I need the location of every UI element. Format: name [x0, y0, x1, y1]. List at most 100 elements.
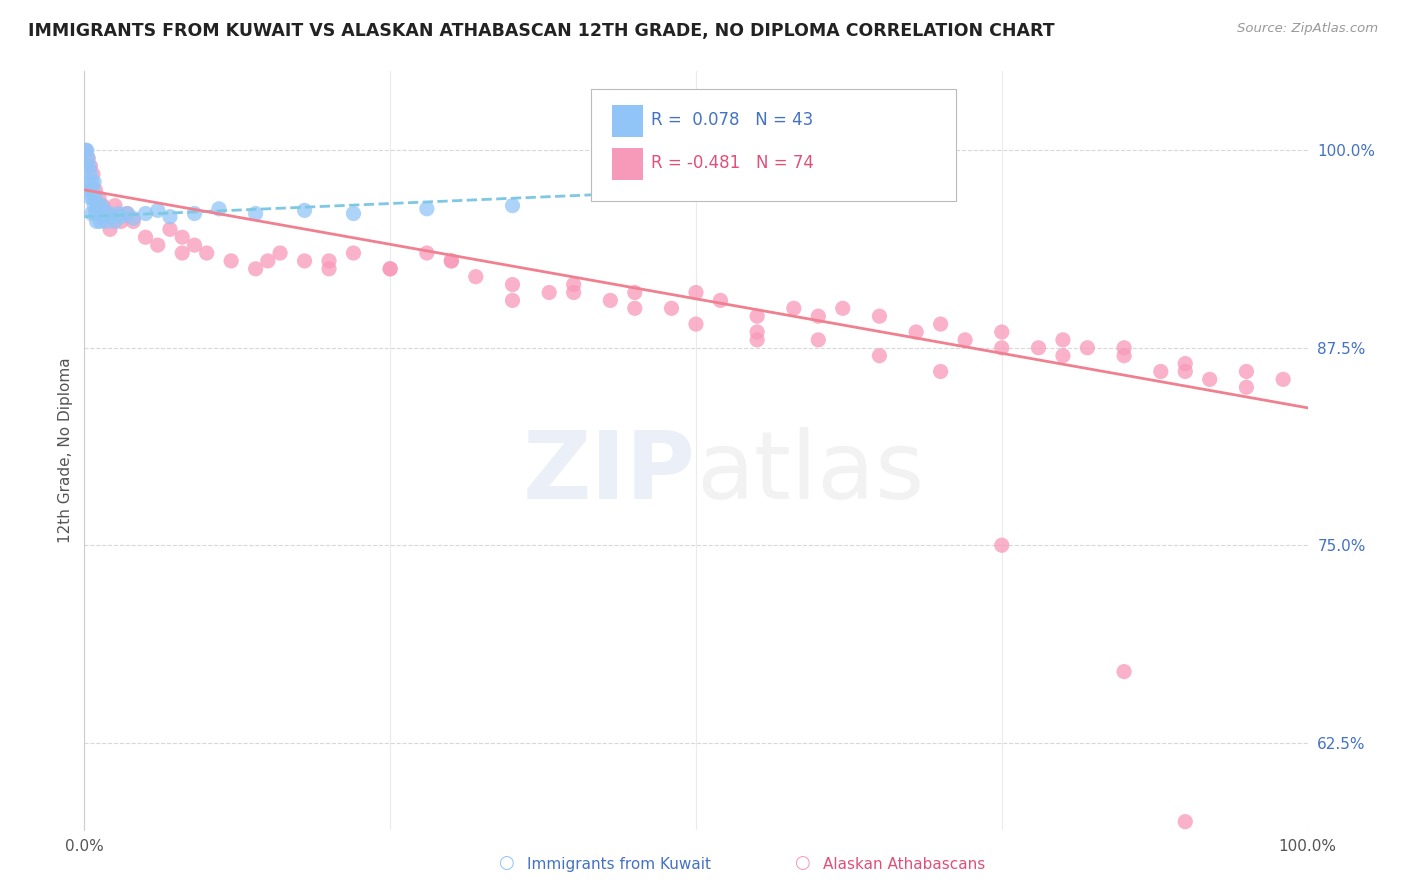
Point — [79, 167, 101, 181]
Point — [1236, 364, 1258, 378]
Point — [82, 167, 104, 181]
Point — [1174, 814, 1197, 829]
Point — [342, 206, 364, 220]
Point — [1076, 341, 1098, 355]
Point — [84, 183, 107, 197]
Point — [77, 151, 100, 165]
Point — [219, 253, 242, 268]
Point — [97, 206, 120, 220]
Point — [502, 199, 524, 213]
Point — [135, 206, 157, 220]
Point — [87, 206, 110, 220]
Point — [1114, 665, 1136, 679]
Text: ○: ○ — [793, 855, 810, 872]
Point — [75, 144, 97, 158]
Point — [87, 199, 110, 213]
Point — [135, 230, 157, 244]
Point — [318, 253, 340, 268]
Text: ZIP: ZIP — [523, 427, 696, 519]
Point — [599, 293, 621, 308]
Point — [1114, 341, 1136, 355]
Point — [159, 210, 181, 224]
Point — [104, 214, 127, 228]
Point — [991, 325, 1014, 339]
Point — [318, 261, 340, 276]
Point — [93, 203, 115, 218]
Point — [440, 253, 463, 268]
Point — [183, 206, 205, 220]
Point — [104, 199, 127, 213]
Point — [783, 301, 806, 316]
Point — [77, 159, 100, 173]
Point — [502, 277, 524, 292]
Point — [685, 285, 707, 300]
Point — [208, 202, 231, 216]
Point — [89, 214, 111, 228]
Point — [122, 211, 145, 226]
Point — [380, 261, 402, 276]
Point — [294, 203, 316, 218]
Point — [502, 293, 524, 308]
Point — [245, 261, 267, 276]
Text: Immigrants from Kuwait: Immigrants from Kuwait — [527, 857, 711, 872]
Point — [416, 202, 439, 216]
Point — [79, 159, 101, 173]
Point — [685, 317, 707, 331]
Point — [624, 285, 647, 300]
Point — [807, 333, 830, 347]
Point — [538, 285, 561, 300]
Point — [82, 183, 104, 197]
Point — [269, 246, 291, 260]
Text: atlas: atlas — [696, 427, 924, 519]
Point — [76, 159, 98, 173]
Point — [991, 538, 1014, 552]
Point — [96, 206, 118, 220]
Point — [98, 222, 121, 236]
Point — [87, 191, 110, 205]
Point — [159, 222, 181, 236]
Point — [80, 175, 103, 189]
Text: R = -0.481   N = 74: R = -0.481 N = 74 — [651, 154, 814, 172]
Point — [1150, 364, 1173, 378]
Point — [257, 253, 280, 268]
Point — [624, 301, 647, 316]
Point — [1174, 357, 1197, 371]
Point — [146, 203, 169, 218]
Text: IMMIGRANTS FROM KUWAIT VS ALASKAN ATHABASCAN 12TH GRADE, NO DIPLOMA CORRELATION : IMMIGRANTS FROM KUWAIT VS ALASKAN ATHABA… — [28, 22, 1054, 40]
Point — [79, 191, 101, 205]
Point — [807, 309, 830, 323]
Point — [195, 246, 218, 260]
Point — [91, 210, 114, 224]
Point — [122, 214, 145, 228]
Point — [110, 214, 132, 228]
Point — [869, 349, 891, 363]
Point — [562, 285, 585, 300]
Text: Source: ZipAtlas.com: Source: ZipAtlas.com — [1237, 22, 1378, 36]
Point — [84, 206, 107, 220]
Text: R =  0.078   N = 43: R = 0.078 N = 43 — [651, 112, 813, 129]
Point — [1052, 333, 1074, 347]
Point — [709, 293, 731, 308]
Point — [380, 261, 402, 276]
Point — [86, 199, 108, 213]
Point — [86, 214, 108, 228]
Point — [83, 175, 105, 189]
Point — [146, 238, 169, 252]
Point — [342, 246, 364, 260]
Point — [80, 206, 103, 220]
Point — [100, 210, 122, 224]
Point — [929, 364, 952, 378]
Text: Alaskan Athabascans: Alaskan Athabascans — [823, 857, 984, 872]
Point — [1052, 349, 1074, 363]
Y-axis label: 12th Grade, No Diploma: 12th Grade, No Diploma — [58, 358, 73, 543]
Point — [991, 341, 1014, 355]
Point — [1174, 364, 1197, 378]
Point — [83, 199, 105, 213]
Point — [747, 333, 769, 347]
Point — [91, 199, 114, 213]
Point — [1028, 341, 1050, 355]
Point — [77, 175, 100, 189]
Point — [77, 183, 100, 197]
Point — [172, 246, 194, 260]
Point — [869, 309, 891, 323]
